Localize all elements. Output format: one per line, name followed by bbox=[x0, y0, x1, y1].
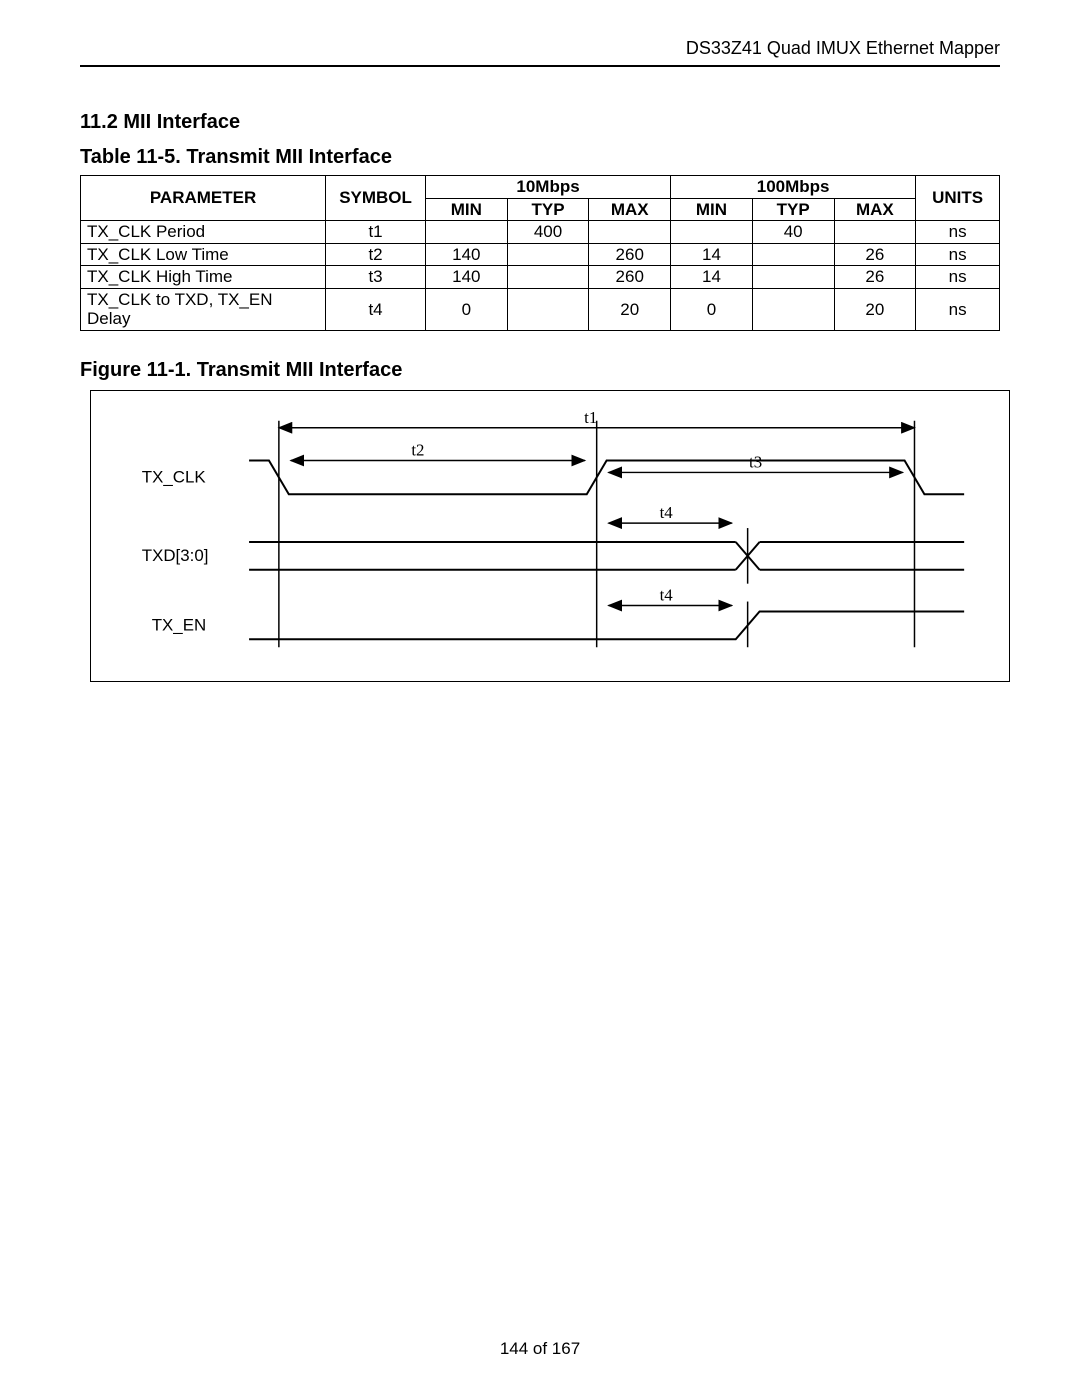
table-cell: ns bbox=[916, 266, 1000, 289]
tx-en-waveform bbox=[249, 611, 964, 639]
dimension-label: t3 bbox=[749, 452, 762, 471]
table-cell: t1 bbox=[326, 221, 426, 244]
tx-clk-waveform bbox=[249, 460, 964, 494]
col-typ2: TYP bbox=[752, 198, 834, 221]
table-cell: t3 bbox=[326, 266, 426, 289]
table-cell bbox=[671, 221, 753, 244]
table-cell: t2 bbox=[326, 243, 426, 266]
col-units: UNITS bbox=[916, 176, 1000, 221]
table-cell: 0 bbox=[425, 288, 507, 330]
col-typ1: TYP bbox=[507, 198, 589, 221]
table-row: TX_CLK High Timet3140 26014 26ns bbox=[81, 266, 1000, 289]
section-title: 11.2 MII Interface bbox=[80, 111, 1000, 134]
table-cell: 140 bbox=[425, 266, 507, 289]
col-symbol: SYMBOL bbox=[326, 176, 426, 221]
table-cell bbox=[507, 243, 589, 266]
table-cell: 260 bbox=[589, 266, 671, 289]
col-parameter: PARAMETER bbox=[81, 176, 326, 221]
table-cell bbox=[752, 266, 834, 289]
table-row: TX_CLK to TXD, TX_EN Delayt4020020ns bbox=[81, 288, 1000, 330]
dimension-label: t4 bbox=[660, 585, 674, 604]
table-cell: ns bbox=[916, 243, 1000, 266]
table-cell: TX_CLK High Time bbox=[81, 266, 326, 289]
dimension-label: t2 bbox=[411, 440, 424, 459]
col-group-10mbps: 10Mbps bbox=[425, 176, 670, 199]
table-cell: 26 bbox=[834, 266, 916, 289]
timing-table: PARAMETER SYMBOL 10Mbps 100Mbps UNITS MI… bbox=[80, 175, 1000, 331]
table-row: TX_CLK Low Timet2140 26014 26ns bbox=[81, 243, 1000, 266]
table-cell bbox=[752, 288, 834, 330]
signal-label: TX_EN bbox=[152, 615, 206, 634]
table-cell bbox=[752, 243, 834, 266]
table-cell: 140 bbox=[425, 243, 507, 266]
table-caption: Table 11-5. Transmit MII Interface bbox=[80, 146, 1000, 169]
col-max1: MAX bbox=[589, 198, 671, 221]
table-cell: ns bbox=[916, 288, 1000, 330]
table-cell bbox=[589, 221, 671, 244]
col-group-100mbps: 100Mbps bbox=[671, 176, 916, 199]
table-cell: 20 bbox=[834, 288, 916, 330]
table-cell bbox=[834, 221, 916, 244]
dimension-label: t4 bbox=[660, 503, 674, 522]
col-max2: MAX bbox=[834, 198, 916, 221]
signal-label: TXD[3:0] bbox=[142, 546, 209, 565]
figure-caption: Figure 11-1. Transmit MII Interface bbox=[80, 359, 1000, 382]
signal-label: TX_CLK bbox=[142, 467, 207, 486]
table-cell: 0 bbox=[671, 288, 753, 330]
table-cell: TX_CLK to TXD, TX_EN Delay bbox=[81, 288, 326, 330]
page-footer: 144 of 167 bbox=[0, 1339, 1080, 1359]
page-header: DS33Z41 Quad IMUX Ethernet Mapper bbox=[80, 38, 1000, 67]
table-cell: 26 bbox=[834, 243, 916, 266]
table-cell: TX_CLK Period bbox=[81, 221, 326, 244]
table-cell: 260 bbox=[589, 243, 671, 266]
table-cell bbox=[507, 288, 589, 330]
timing-diagram: TX_CLK TXD[3:0] TX_EN t1 t2 t3 t4 t4 bbox=[90, 390, 1010, 682]
table-cell: t4 bbox=[326, 288, 426, 330]
table-cell bbox=[507, 266, 589, 289]
table-cell: 14 bbox=[671, 266, 753, 289]
table-cell bbox=[425, 221, 507, 244]
table-cell: 20 bbox=[589, 288, 671, 330]
col-min1: MIN bbox=[425, 198, 507, 221]
table-cell: ns bbox=[916, 221, 1000, 244]
table-row: TX_CLK Periodt1 400 40 ns bbox=[81, 221, 1000, 244]
table-cell: 400 bbox=[507, 221, 589, 244]
dimension-label: t1 bbox=[584, 408, 597, 427]
table-cell: 14 bbox=[671, 243, 753, 266]
table-cell: TX_CLK Low Time bbox=[81, 243, 326, 266]
col-min2: MIN bbox=[671, 198, 753, 221]
table-cell: 40 bbox=[752, 221, 834, 244]
